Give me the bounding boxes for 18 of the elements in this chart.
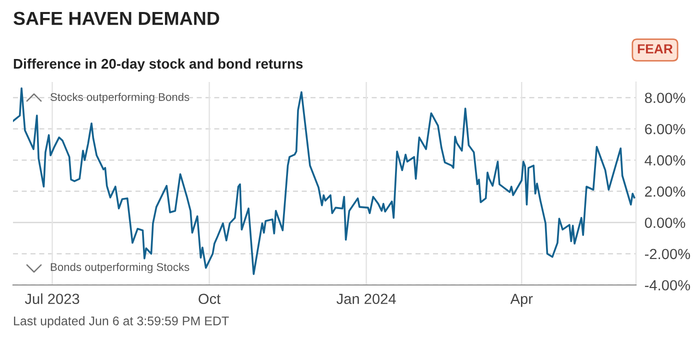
y-tick-label: 4.00% (644, 155, 686, 166)
y-tick-label: 6.00% (645, 124, 686, 134)
y-tick-label: -2.00% (644, 248, 690, 260)
y-tick-label: 0.00% (644, 218, 686, 228)
text: FEAR (638, 44, 673, 54)
x-tick-label: Jul 2023 (24, 293, 80, 304)
y-tick-label: 2.00% (645, 186, 686, 197)
text: Last updated Jun 6 at 3:59:59 PM EDT (14, 316, 229, 328)
chart-title: SAFE HAVEN DEMAND (14, 12, 220, 26)
chart-subtitle: Difference in 20-day stock and bond returns (14, 58, 303, 72)
x-tick-label: Jan 2024 (336, 294, 396, 304)
x-tick-label: Apr (510, 294, 533, 307)
annotation: Bonds outperforming Stocks (50, 262, 190, 274)
y-tick-label: 8.00% (644, 92, 686, 104)
annotation: Stocks outperforming Bonds (50, 92, 190, 104)
line-series (13, 87, 636, 275)
x-tick-label: Oct (198, 294, 221, 304)
y-tick-label: -4.00% (644, 280, 690, 290)
